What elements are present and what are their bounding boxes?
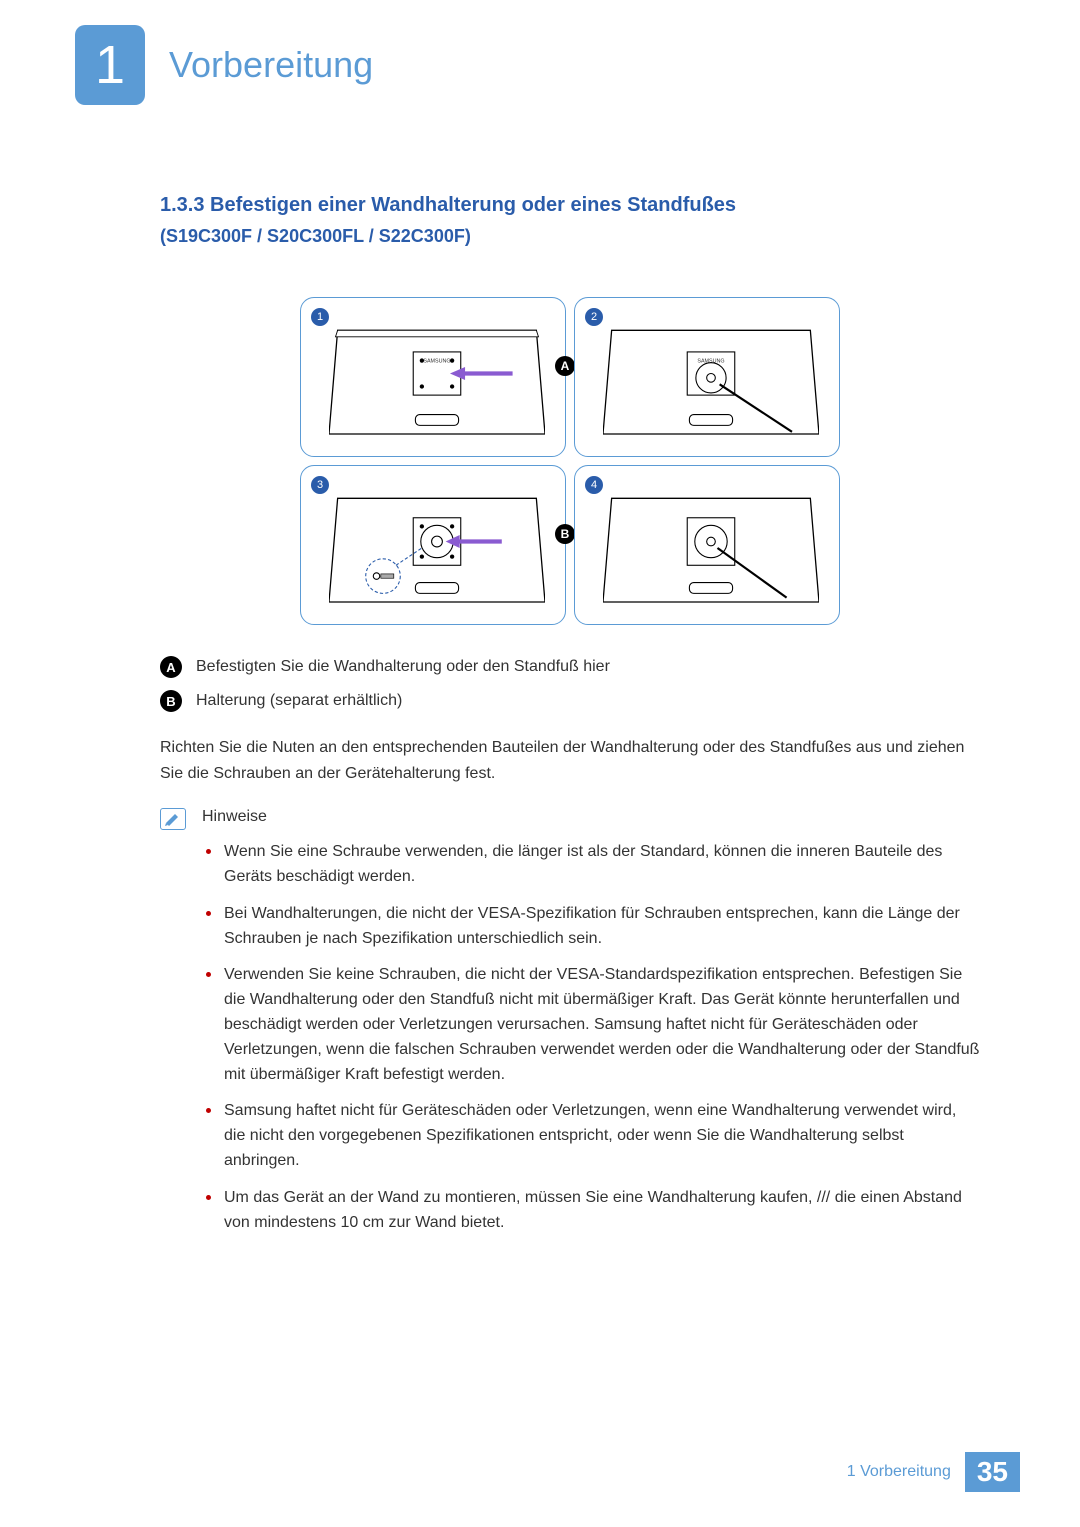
legend-text-A: Befestigten Sie die Wandhalterung oder d… [196,655,610,679]
figure-grid: 1 SAMSUNG A 2 SAMSUNG [300,297,840,625]
section-heading: 1.3.3 Befestigen einer Wandhalterung ode… [160,190,980,220]
figure-step-number: 1 [311,308,329,326]
legend-row-A: A Befestigten Sie die Wandhalterung oder… [160,655,980,679]
chapter-header: 1 Vorbereitung [75,25,373,105]
section-models: (S19C300F / S20C300FL / S22C300F) [160,226,980,247]
monitor-illustration-3 [329,494,545,613]
footer-page-number: 35 [965,1452,1020,1492]
figure-step-number: 4 [585,476,603,494]
figure-step-number: 2 [585,308,603,326]
footer-chapter-ref: 1 Vorbereitung [847,1463,965,1481]
notes-content: Hinweise Wenn Sie eine Schraube verwende… [202,808,980,1247]
notes-block: Hinweise Wenn Sie eine Schraube verwende… [160,808,980,1247]
notes-title: Hinweise [202,808,980,826]
monitor-illustration-2: SAMSUNG [603,326,819,445]
figure-panel-4: 4 [574,465,840,625]
legend-row-B: B Halterung (separat erhältlich) [160,689,980,713]
legend-text-B: Halterung (separat erhältlich) [196,689,402,713]
callout-badge-B: B [555,524,575,544]
figure-step-number: 3 [311,476,329,494]
note-item: Wenn Sie eine Schraube verwenden, die lä… [202,840,980,890]
note-icon [160,808,186,830]
chapter-number: 1 [95,34,125,96]
note-item: Verwenden Sie keine Schrauben, die nicht… [202,963,980,1087]
note-item: Bei Wandhalterungen, die nicht der VESA-… [202,902,980,952]
figure-panel-3: 3 B [300,465,566,625]
note-item: Um das Gerät an der Wand zu montieren, m… [202,1186,980,1236]
legend-badge-B: B [160,690,182,712]
chapter-number-badge: 1 [75,25,145,105]
monitor-illustration-1: SAMSUNG [329,326,545,445]
legend-badge-A: A [160,656,182,678]
callout-badge-A: A [555,356,575,376]
note-item: Samsung haftet nicht für Geräteschäden o… [202,1099,980,1173]
svg-text:SAMSUNG: SAMSUNG [423,359,450,365]
body-paragraph: Richten Sie die Nuten an den entsprechen… [160,735,980,786]
page-content: 1.3.3 Befestigen einer Wandhalterung ode… [160,190,980,1247]
page-footer: 1 Vorbereitung 35 [847,1452,1020,1492]
figure-panel-2: 2 SAMSUNG [574,297,840,457]
figure-panel-1: 1 SAMSUNG A [300,297,566,457]
notes-list: Wenn Sie eine Schraube verwenden, die lä… [202,840,980,1235]
chapter-title: Vorbereitung [169,44,373,86]
monitor-illustration-4 [603,494,819,613]
